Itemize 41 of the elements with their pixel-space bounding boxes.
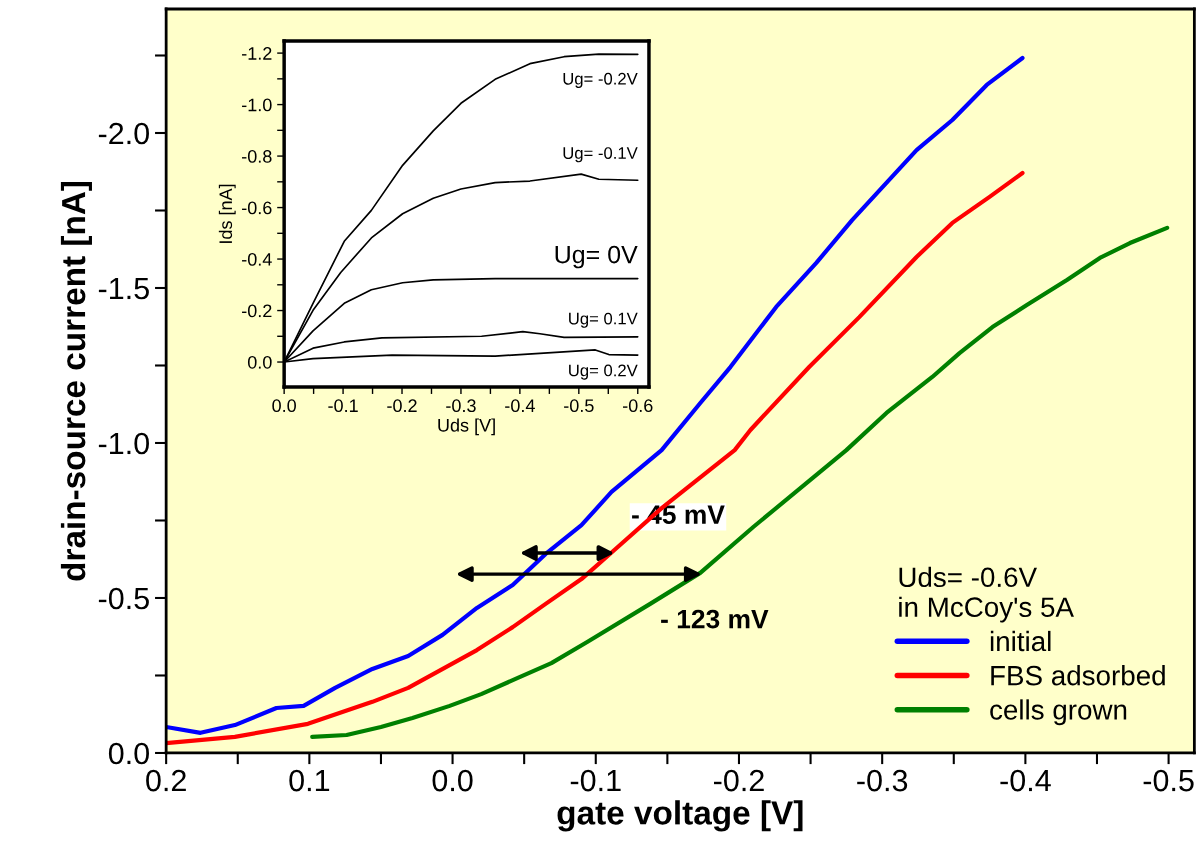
x-tick-label: -0.1 — [570, 769, 621, 792]
line-series — [310, 225, 1170, 739]
y-tick-label: -0.6 — [242, 201, 272, 215]
y-tick-label: -1.0 — [98, 432, 149, 455]
x-axis-title: gate voltage [V] — [557, 800, 803, 832]
x-tick-label: -0.3 — [857, 769, 908, 792]
x-tick-label: -0.4 — [505, 399, 535, 413]
y-tick-label: -0.4 — [242, 252, 272, 266]
x-tick-label: -0.5 — [564, 399, 594, 413]
x-tick-label: 0.0 — [432, 769, 473, 792]
y-tick-label: -0.8 — [242, 150, 272, 163]
legend-label: FBS adsorbed — [991, 665, 1165, 686]
series-label: Ug= 0.1V — [569, 312, 638, 328]
x-tick-label: -0.5 — [1143, 769, 1194, 792]
series-label: Ug= 0V — [555, 245, 638, 269]
x-tick-label: -0.6 — [623, 399, 653, 413]
y-tick-label: -0.5 — [98, 587, 149, 610]
y-tick-label: -1.5 — [98, 278, 149, 300]
x-tick-label: 0.0 — [272, 399, 296, 413]
legend-label: initial — [990, 630, 1051, 652]
x-axis-title: Uds [V] — [438, 418, 495, 436]
y-tick-label: -1.2 — [242, 47, 272, 60]
series-label: Ug= 0.2V — [569, 364, 638, 380]
x-tick-label: 0.2 — [146, 769, 186, 792]
series-label: Ug= -0.1V — [563, 147, 638, 163]
x-tick-label: -0.2 — [714, 769, 764, 792]
y-axis-title: Ids [nA] — [218, 184, 236, 243]
legend-label: cells grown — [990, 699, 1127, 726]
x-tick-label: 0.1 — [289, 769, 330, 792]
y-tick-label: -2.0 — [98, 122, 149, 145]
series-label: Ug= -0.2V — [563, 72, 638, 88]
y-axis-title: drain-source current [nA] — [60, 181, 92, 581]
x-tick-label: -0.1 — [328, 399, 358, 413]
y-tick-label: -0.2 — [242, 304, 272, 318]
annotation: - 123 mV — [661, 609, 769, 629]
y-tick-label: 0.0 — [247, 355, 272, 369]
y-tick-label: -1.0 — [242, 98, 272, 112]
x-tick-label: -0.3 — [446, 399, 476, 413]
x-tick-label: -0.4 — [1000, 769, 1051, 792]
y-tick-label: 0.0 — [108, 742, 149, 765]
x-tick-label: -0.2 — [387, 399, 417, 413]
